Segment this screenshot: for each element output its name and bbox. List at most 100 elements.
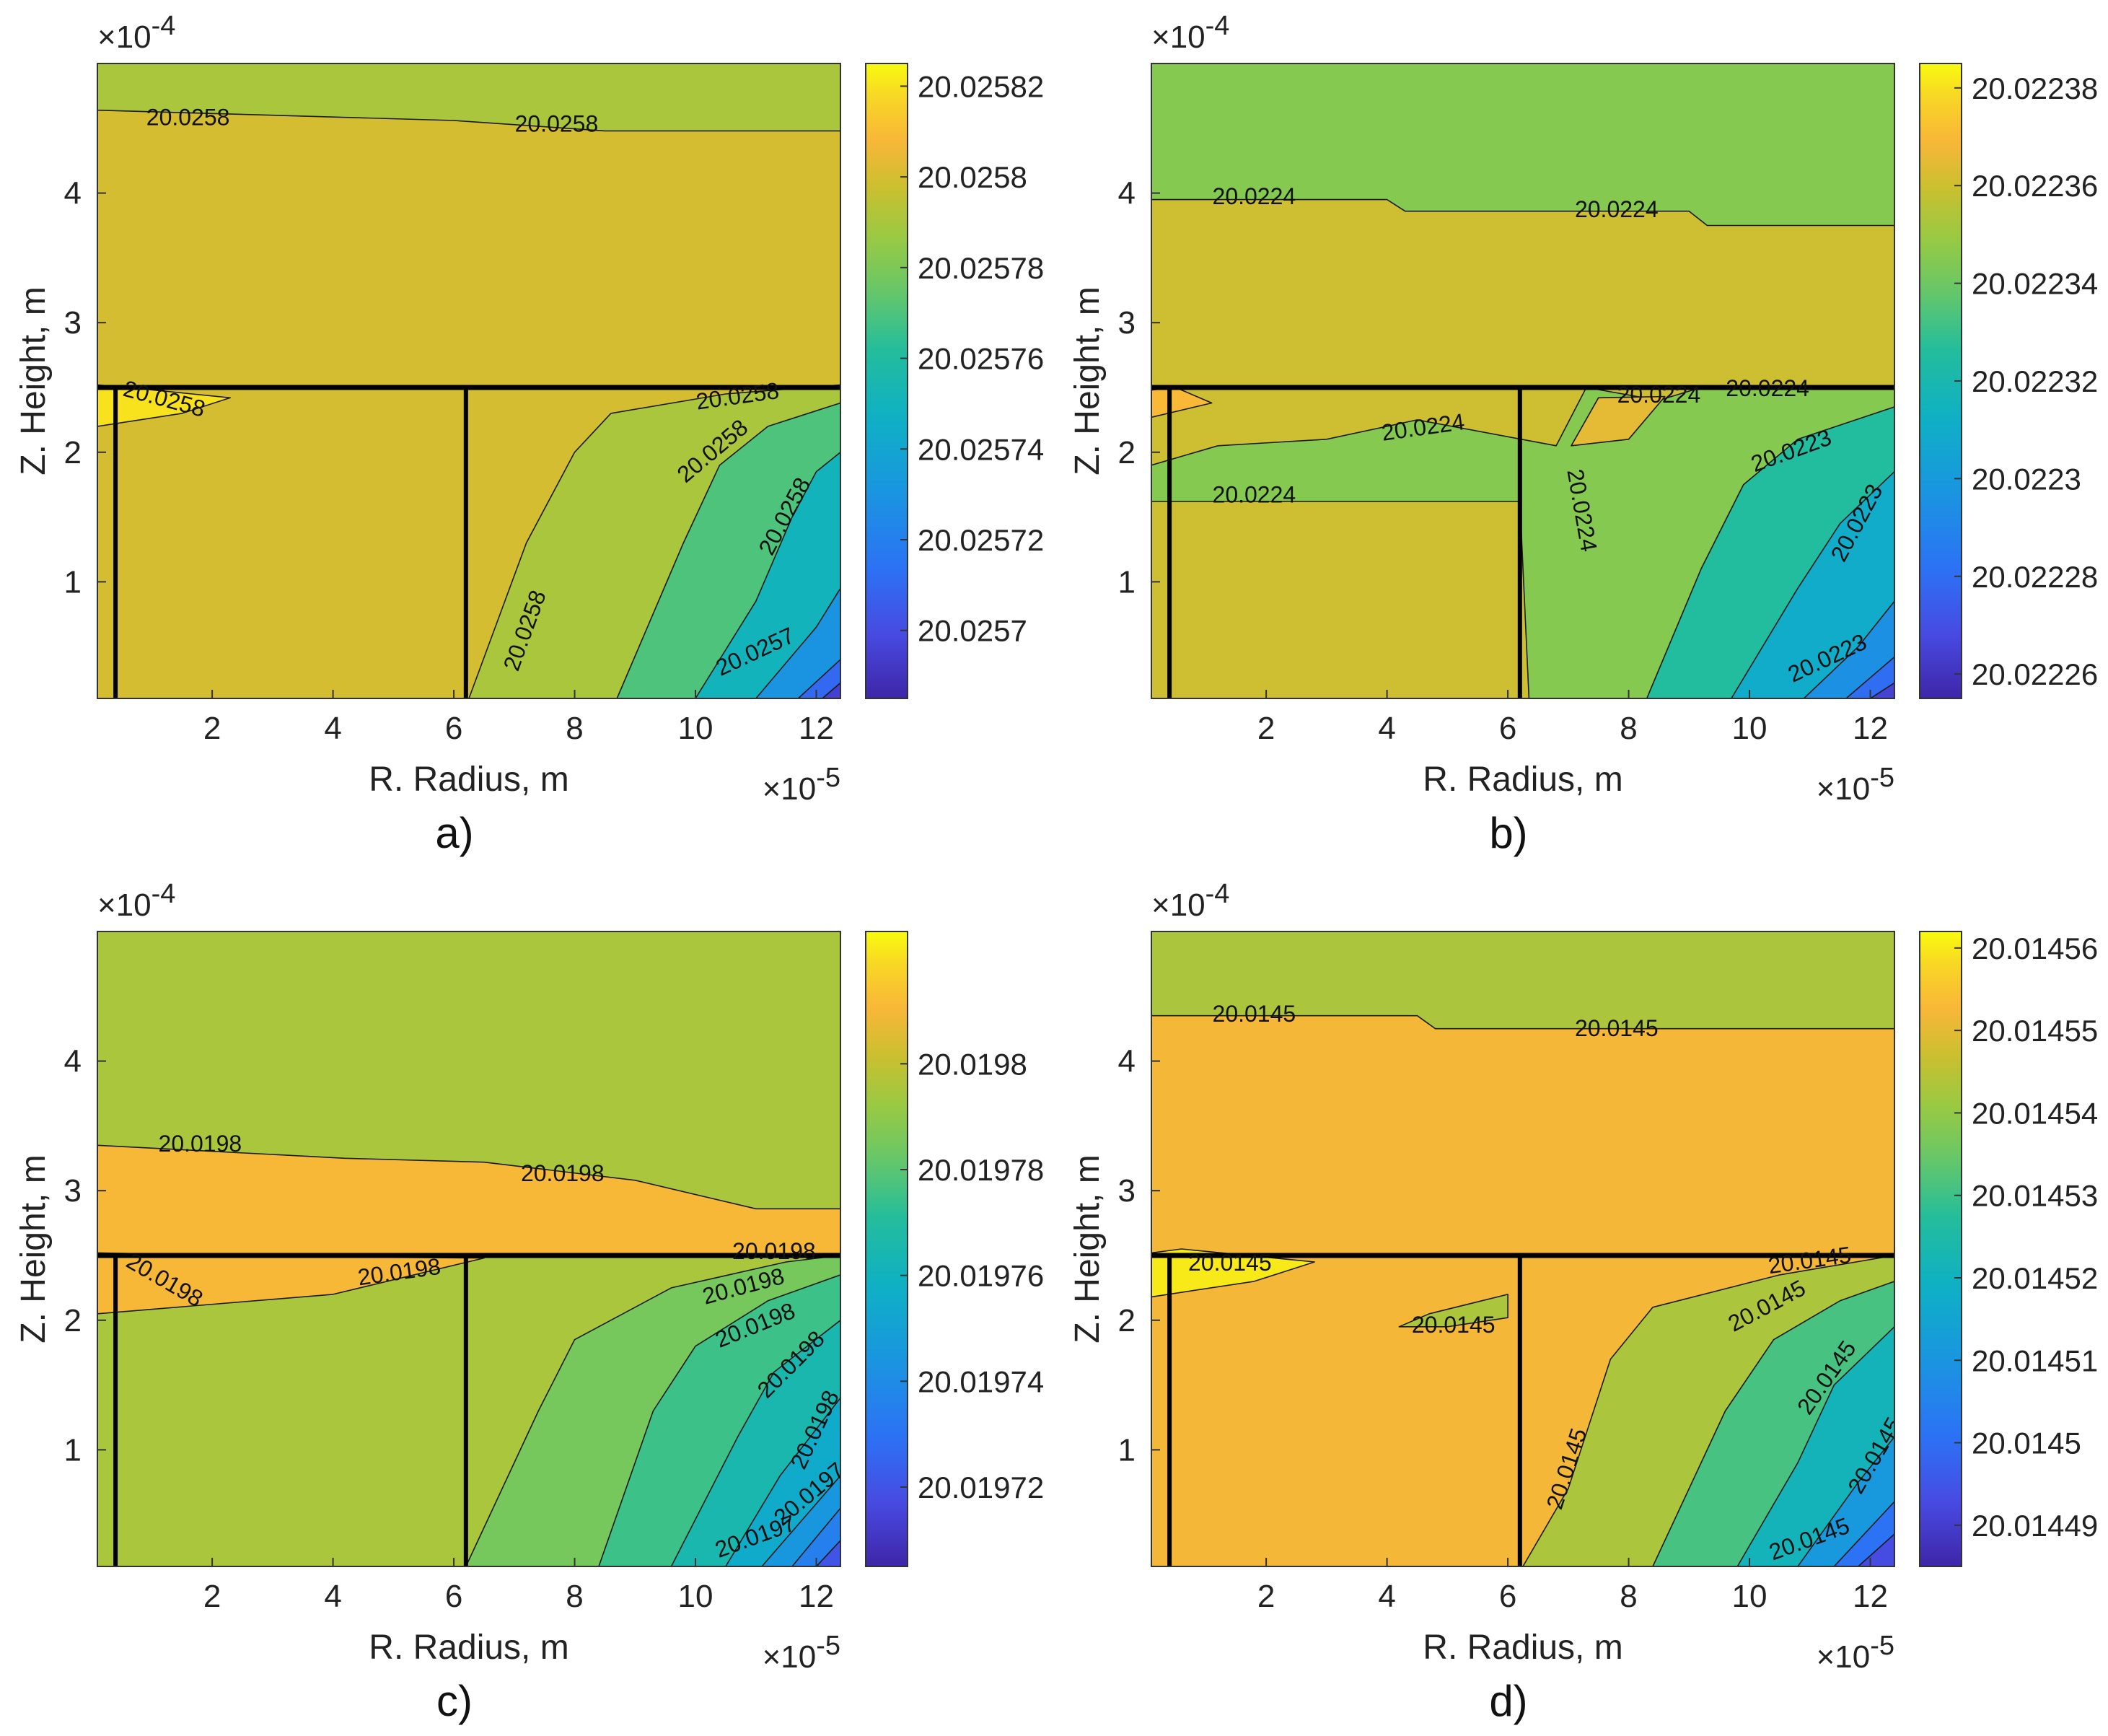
y-exponent-power: -4 (1205, 879, 1230, 909)
x-tick-label: 4 (1378, 711, 1395, 746)
x-tick-label: 6 (1499, 1579, 1516, 1614)
contour-label: 20.0224 (1213, 183, 1296, 209)
colorbar-tick-label: 20.01974 (918, 1364, 1044, 1398)
x-tick-label: 8 (566, 1579, 583, 1614)
colorbar-tick-label: 20.02576 (918, 342, 1044, 376)
colorbar-tick-label: 20.02236 (1972, 169, 2098, 203)
x-tick-label: 12 (1853, 1579, 1888, 1614)
axes-box (1151, 63, 1895, 699)
contour-plot-b: 20.0224 20.0224 20.0224 20.0224 20.0224 20.02… (1068, 11, 2098, 807)
colorbar-tick-label: 20.02574 (918, 432, 1044, 466)
colorbar-tick-label: 20.01972 (918, 1470, 1044, 1504)
colorbar (1919, 931, 1962, 1567)
y-tick-label: 4 (1118, 1044, 1136, 1079)
contour-region (1151, 931, 1894, 1030)
colorbar (865, 63, 908, 699)
axes-box (1151, 931, 1895, 1567)
contour-plot-d: 20.0145 20.0145 20.0145 20.0145 20.0145 20.01… (1068, 879, 2098, 1675)
x-tick-label: 2 (203, 711, 221, 746)
contour-regions (1151, 931, 1894, 1566)
contour-region (1803, 600, 1894, 698)
panel-label-d: d) (1489, 1677, 1528, 1725)
contour-regions (97, 1144, 840, 1566)
x-tick-label: 10 (1732, 711, 1767, 746)
y-tick-label: 2 (64, 1303, 82, 1338)
contour-label: 20.0258 (515, 111, 599, 137)
contour-regions (97, 63, 840, 698)
colorbar-tick-label: 20.01454 (1972, 1096, 2098, 1130)
colorbar-tick-label: 20.02572 (918, 523, 1044, 557)
contour-label: 20.0258 (146, 105, 230, 131)
y-tick-label: 3 (64, 1173, 82, 1209)
x-tick-label: 2 (1257, 1579, 1275, 1614)
colorbar-tick-label: 20.02578 (918, 251, 1044, 285)
y-axis-label: Z. Height, m (1068, 286, 1107, 475)
x-exponent-power: -5 (816, 763, 840, 793)
contour-region (791, 1507, 840, 1566)
panel-label-b: b) (1489, 809, 1528, 857)
y-tick-label: 1 (64, 1432, 82, 1468)
contour-region (695, 451, 840, 698)
contour-region (797, 659, 840, 698)
contour-label: 20.0198 (521, 1160, 605, 1186)
contour-region (1571, 395, 1666, 447)
panel-c: 20.0198 20.0198 20.0198 20.0198 20.0198 20.01… (0, 868, 1054, 1736)
colorbar-tick-label: 20.01978 (918, 1153, 1044, 1187)
contour-label: 20.0224 (1617, 382, 1701, 408)
colorbar-tick-label: 20.01453 (1972, 1179, 2098, 1213)
axes-box (97, 63, 841, 699)
y-tick-label: 4 (64, 176, 82, 211)
panel-b: 20.0224 20.0224 20.0224 20.0224 20.0224 20.02… (1054, 0, 2108, 868)
y-tick-label: 1 (64, 564, 82, 600)
x-exponent-power: -5 (1870, 1631, 1894, 1661)
x-tick-label: 2 (203, 1579, 221, 1614)
y-axis-label: Z. Height, m (14, 1154, 53, 1343)
colorbar (865, 931, 908, 1567)
contour-region (755, 587, 840, 698)
y-tick-label: 1 (1118, 564, 1136, 600)
x-tick-label: 10 (678, 1579, 713, 1614)
contour-region (1731, 470, 1894, 698)
axes-box (97, 931, 841, 1567)
x-tick-label: 12 (799, 1579, 834, 1614)
x-tick-label: 12 (799, 711, 834, 746)
colorbar-tick-label: 20.0257 (918, 614, 1027, 648)
x-tick-label: 4 (1378, 1579, 1395, 1614)
colorbar-tick-label: 20.01451 (1972, 1343, 2098, 1377)
contour-label: 20.0224 (1726, 375, 1809, 401)
y-exponent-label: ×10-4 (97, 879, 175, 923)
y-tick-label: 3 (1118, 305, 1136, 341)
x-tick-label: 10 (1732, 1579, 1767, 1614)
colorbar-tick-label: 20.01455 (1972, 1014, 2098, 1048)
colorbar-tick-label: 20.01449 (1972, 1509, 2098, 1543)
contour-label: 20.0145 (1575, 1015, 1659, 1041)
x-tick-label: 10 (678, 711, 713, 746)
colorbar-tick-label: 20.02232 (1972, 364, 2098, 398)
contour-label: 20.0145 (1412, 1312, 1496, 1338)
colorbar-tick-label: 20.0223 (1972, 462, 2081, 496)
x-tick-label: 2 (1257, 711, 1275, 746)
y-tick-label: 2 (1118, 435, 1136, 470)
contour-region (1869, 682, 1894, 698)
x-exponent-label: ×10-5 (1817, 763, 1894, 807)
y-exponent-power: -4 (151, 11, 176, 41)
contour-region (1858, 1533, 1894, 1566)
colorbar-tick-label: 20.01452 (1972, 1261, 2098, 1295)
contour-label: 20.0198 (159, 1131, 242, 1157)
y-axis-label: Z. Height, m (1068, 1154, 1107, 1343)
contour-region (97, 63, 840, 132)
y-exponent-power: -4 (151, 879, 176, 909)
x-tick-label: 12 (1853, 711, 1888, 746)
x-tick-label: 6 (445, 1579, 462, 1614)
y-exponent-label: ×10-4 (1151, 11, 1229, 55)
panel-a: 20.0258 20.0258 20.0258 20.0258 20.0258 20.02… (0, 0, 1054, 868)
y-tick-label: 1 (1118, 1432, 1136, 1468)
colorbar-tick-label: 20.02238 (1972, 71, 2098, 105)
colorbar-tick-label: 20.02582 (918, 69, 1044, 103)
panel-d: 20.0145 20.0145 20.0145 20.0145 20.0145 20.01… (1054, 868, 2108, 1736)
y-tick-label: 4 (1118, 176, 1136, 211)
contour-label: 20.0145 (1188, 1250, 1272, 1276)
colorbar-tick-label: 20.0258 (918, 160, 1027, 194)
